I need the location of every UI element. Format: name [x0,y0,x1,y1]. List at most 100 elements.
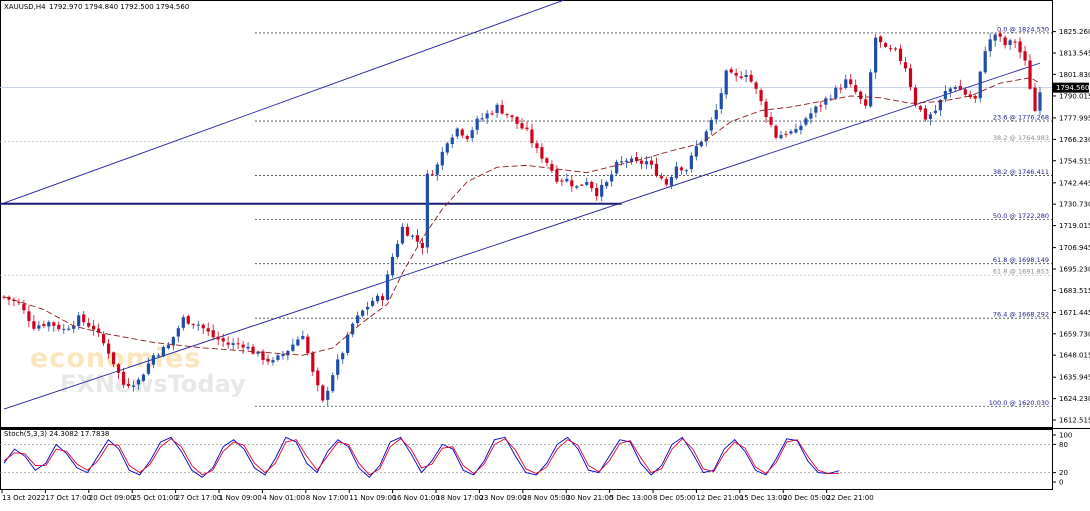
candle-body [246,346,250,349]
candle-body [445,143,449,153]
candle-body [595,187,599,197]
candle-body [72,325,76,329]
candle-body [819,105,823,107]
candle-body [181,317,185,328]
candle-body [794,129,798,133]
candle-body [405,226,410,236]
candle-body [704,131,708,142]
candle-body [485,113,489,119]
candle-body [600,184,604,197]
fib-level-label: 0.0 @ 1824.530 [997,25,1049,33]
candle-body [634,157,639,162]
candle-body [1008,40,1012,45]
candle-body [933,110,938,114]
y-axis-tick-label: 1683.515 [1059,287,1090,295]
candle-body [186,316,190,324]
candle-body [734,73,738,76]
candle-body [764,101,768,118]
candle-body [570,180,574,187]
x-axis-tick-label: 22 Dec 21:00 [827,494,874,502]
x-axis-tick-label: 12 Dec 21:00 [696,494,743,502]
candle-body [510,115,514,118]
candle-body [306,336,310,354]
candle-body [346,334,350,353]
candle-body [171,337,175,346]
candle-body [375,295,380,302]
candle-body [560,180,564,182]
candle-body [854,85,858,92]
x-axis-tick-label: 18 Nov 17:00 [436,494,483,502]
candle-body [928,114,933,119]
candle-body [341,353,345,360]
fib-level-label: 61.8 @ 1698.149 [993,256,1049,264]
candles-group [2,30,1042,407]
candle-body [146,363,151,374]
candle-body [809,113,813,119]
candle-body [674,166,679,179]
fib-level-label: 61.8 @ 1691.853 [993,268,1049,276]
candle-body [550,163,554,171]
y-axis-tick-label: 1648.015 [1059,352,1090,360]
candle-body [111,352,116,365]
y-axis-tick-label: 1777.995 [1059,114,1090,122]
candle-body [216,336,220,340]
candle-body [316,370,320,386]
candle-body [679,167,683,171]
x-axis-tick-label: 17 Oct 17:00 [45,494,91,502]
candle-body [535,143,539,149]
candle-body [530,129,534,144]
y-axis-tick-label: 1659.730 [1059,330,1090,338]
x-axis-tick-label: 4 Nov 01:00 [262,494,305,502]
channel-lower-line [3,62,1041,410]
x-axis-tick-label: 16 Nov 01:00 [393,494,440,502]
candle-body [664,179,669,185]
candle-body [859,91,863,100]
candle-body [759,90,763,102]
candle-body [301,336,305,339]
candle-body [769,116,773,125]
candle-body [356,315,360,324]
y-axis-tick-label: 1730.730 [1059,201,1090,209]
fib-level-label: 100.0 @ 1620.030 [989,399,1049,407]
candle-body [296,339,300,346]
candle-body [968,94,972,98]
candle-body [1013,41,1017,43]
candle-body [470,130,474,139]
moving-average-line [3,77,1041,356]
candle-body [1033,87,1037,111]
candle-body [261,351,265,360]
candle-body [799,125,803,131]
candle-body [555,169,559,182]
candle-body [475,118,479,130]
candle-body [17,302,21,304]
candle-body [37,325,41,329]
candle-body [490,113,494,115]
candle-body [435,164,439,175]
candle-body [1038,92,1042,111]
candle-body [639,160,644,164]
channel-group [0,0,1041,410]
candle-body [460,129,464,136]
candle-body [1028,60,1032,89]
candle-body [32,321,36,329]
candle-body [311,353,315,372]
candle-body [331,375,335,392]
candle-body [998,33,1002,37]
candle-body [271,360,275,363]
candle-body [77,315,81,327]
candle-body [874,37,878,73]
candle-body [869,72,873,107]
x-axis-tick-label: 20 Oct 09:00 [89,494,135,502]
candle-body [605,182,609,187]
channel-upper-line [0,0,566,205]
y-axis-tick-label: 1612.515 [1059,417,1090,425]
candle-body [27,311,31,322]
candle-body [545,158,549,163]
candle-body [694,146,698,157]
candle-body [241,344,245,348]
candle-body [166,345,170,349]
candle-body [978,71,982,99]
candle-body [465,136,469,139]
